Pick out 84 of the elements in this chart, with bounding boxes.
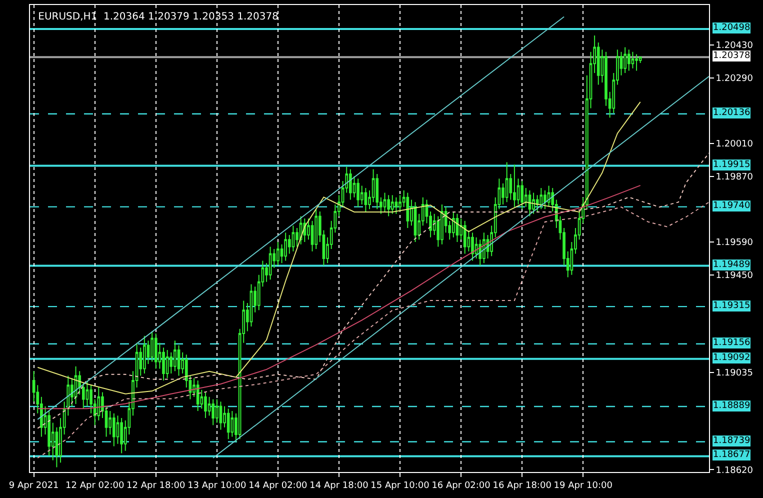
candlestick xyxy=(356,178,360,208)
text: EURUSD,H1 1.20364 1.20379 1.20353 1.20378 xyxy=(38,11,278,22)
candlestick xyxy=(314,208,318,250)
ref-line-label: 1.19489 xyxy=(713,260,750,270)
x-tick-label: 15 Apr 10:00 xyxy=(370,480,430,491)
candlestick xyxy=(364,188,368,212)
candlestick xyxy=(624,46,627,74)
candlestick xyxy=(544,190,546,210)
ref-line-label: 1.19156 xyxy=(713,338,750,348)
x-tick-label: 19 Apr 10:00 xyxy=(554,480,613,491)
candlestick xyxy=(250,284,253,327)
x-tick-label: 9 Apr 2021 xyxy=(8,480,59,491)
ref-line-label: 1.19315 xyxy=(713,301,750,311)
candlestick xyxy=(348,168,352,200)
y-tick-label: 1.19870 xyxy=(716,172,754,182)
candlestick xyxy=(166,349,169,379)
candlestick xyxy=(212,398,215,426)
candlestick xyxy=(292,225,295,252)
candlestick xyxy=(97,387,100,421)
candlestick xyxy=(463,220,466,254)
candlestick xyxy=(154,333,158,370)
candlestick xyxy=(162,347,165,381)
candlestick xyxy=(230,410,234,438)
y-tick-label: 1.19450 xyxy=(716,271,754,282)
candlestick xyxy=(174,340,176,372)
candlestick xyxy=(276,242,280,266)
candlestick xyxy=(532,192,535,214)
ref-line-label: 1.18739 xyxy=(713,436,750,446)
candlestick xyxy=(177,344,180,376)
line-series xyxy=(37,184,641,410)
candlestick xyxy=(383,192,386,212)
candlestick xyxy=(452,211,455,238)
candlestick xyxy=(406,192,410,228)
y-tick-label: 1.18620 xyxy=(716,466,754,476)
candlestick xyxy=(513,164,516,208)
candlestick xyxy=(520,180,524,210)
candlestick xyxy=(471,232,474,262)
candlestick xyxy=(631,51,634,69)
ref-line-label: 1.18677 xyxy=(713,450,750,460)
candlestick xyxy=(219,401,222,430)
candlestick xyxy=(196,380,200,412)
candlestick xyxy=(120,418,123,454)
x-tick-label: 13 Apr 10:00 xyxy=(188,480,247,491)
x-tick-label: 12 Apr 18:00 xyxy=(126,480,186,491)
candlestick xyxy=(48,410,51,456)
candlestick xyxy=(635,54,638,72)
ref-line-label: 1.18889 xyxy=(713,401,750,411)
ref-line-label: 1.20498 xyxy=(713,23,750,33)
candlestick xyxy=(284,232,288,262)
y-tick-label: 1.20010 xyxy=(716,140,754,150)
x-tick-label: 16 Apr 18:00 xyxy=(492,480,552,491)
y-tick-label: 1.20430 xyxy=(716,41,754,52)
candlestick xyxy=(398,194,402,212)
candlestick xyxy=(376,173,379,210)
candlestick xyxy=(440,204,444,245)
x-tick-label: 16 Apr 02:00 xyxy=(432,480,491,491)
candlestick xyxy=(226,408,230,440)
ref-line-label: 1.20378 xyxy=(713,51,750,61)
candlestick xyxy=(456,213,459,243)
candlestick xyxy=(112,412,116,447)
ref-line-label: 1.19092 xyxy=(713,353,750,363)
x-tick-label: 14 Apr 18:00 xyxy=(310,480,369,491)
candlestick xyxy=(627,49,630,72)
candlestick xyxy=(394,196,398,214)
candlestick xyxy=(387,194,390,217)
x-tick-label: 14 Apr 02:00 xyxy=(248,480,308,491)
line-series xyxy=(37,202,709,458)
candlestick xyxy=(204,392,207,419)
candlestick xyxy=(540,188,543,210)
y-tick-label: 1.19035 xyxy=(716,368,754,378)
y-tick-label: 1.20290 xyxy=(716,74,754,84)
line-series xyxy=(37,152,709,429)
line-series xyxy=(37,101,641,394)
candlestick xyxy=(268,246,272,280)
ref-line-label: 1.20136 xyxy=(713,108,750,118)
candlestick xyxy=(482,232,486,264)
candlestick xyxy=(505,162,508,203)
candlestick xyxy=(143,335,146,374)
y-tick-label: 1.19590 xyxy=(716,238,754,248)
ref-line-label: 1.19740 xyxy=(713,201,750,211)
x-tick-label: 12 Apr 02:00 xyxy=(66,480,124,491)
candlestick xyxy=(390,194,394,214)
candlestick xyxy=(547,185,550,208)
ref-line-label: 1.19915 xyxy=(713,160,750,170)
